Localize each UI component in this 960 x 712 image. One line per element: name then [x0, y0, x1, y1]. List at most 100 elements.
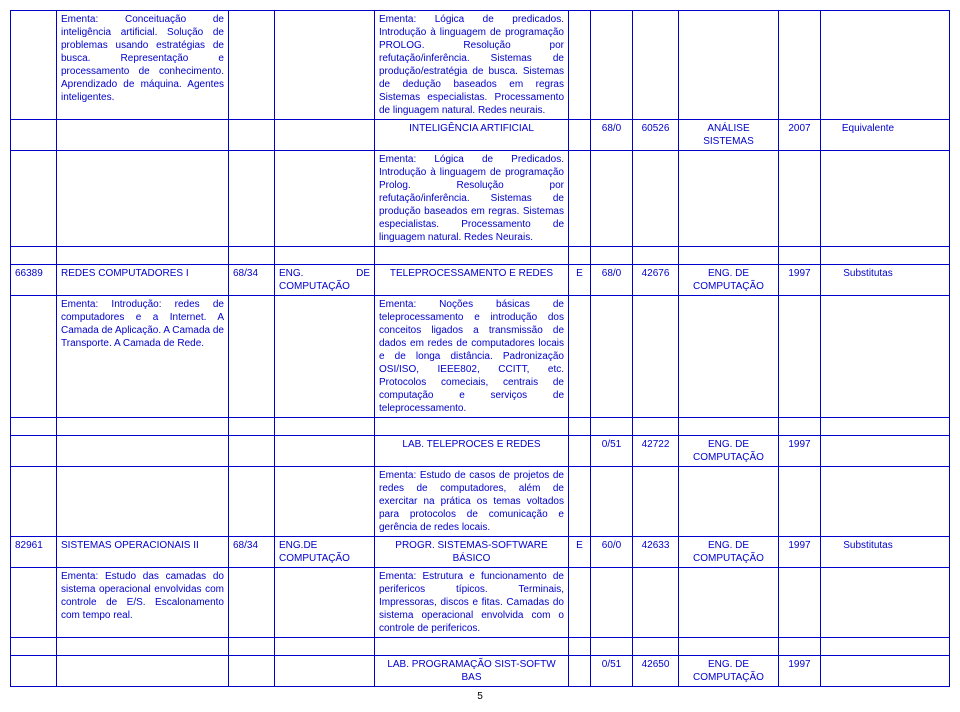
cell: [11, 436, 57, 466]
cell: [569, 151, 591, 246]
cell: ENG.DE COMPUTAÇÃO: [275, 537, 375, 567]
table-row: LAB. PROGRAMAÇÃO SIST-SOFTW BAS0/5142650…: [10, 655, 950, 687]
table-row: INTELIGÊNCIA ARTIFICIAL68/060526ANÁLISE …: [10, 119, 950, 150]
cell: [633, 296, 679, 417]
cell: LAB. PROGRAMAÇÃO SIST-SOFTW BAS: [375, 656, 569, 686]
cell: Ementa: Noções básicas de teleprocessame…: [375, 296, 569, 417]
cell: E: [569, 537, 591, 567]
cell: [679, 568, 779, 637]
cell: Ementa: Lógica de predicados. Introdução…: [375, 11, 569, 119]
cell: [569, 568, 591, 637]
cell: [679, 418, 779, 435]
cell: [229, 11, 275, 119]
table-row: Ementa: Estudo de casos de projetos de r…: [10, 466, 950, 536]
cell: [779, 638, 821, 655]
cell: [11, 568, 57, 637]
cell: [633, 638, 679, 655]
cell: 42722: [633, 436, 679, 466]
cell: [633, 467, 679, 536]
cell: Substitutas: [821, 537, 915, 567]
cell: 1997: [779, 656, 821, 686]
cell: [569, 11, 591, 119]
table-row: [10, 417, 950, 435]
cell: 1997: [779, 537, 821, 567]
cell: [633, 418, 679, 435]
cell: ENG. DE COMPUTAÇÃO: [679, 436, 779, 466]
cell: ENG. DE COMPUTAÇÃO: [679, 537, 779, 567]
table-row: 82961SISTEMAS OPERACIONAIS II68/34ENG.DE…: [10, 536, 950, 567]
cell: [57, 247, 229, 264]
cell: [821, 418, 915, 435]
cell: [591, 296, 633, 417]
cell: Ementa: Estrutura e funcionamento de per…: [375, 568, 569, 637]
cell: [229, 418, 275, 435]
cell: [57, 151, 229, 246]
cell: [569, 418, 591, 435]
cell: 42676: [633, 265, 679, 295]
cell: [633, 247, 679, 264]
cell: 42633: [633, 537, 679, 567]
cell: [57, 436, 229, 466]
cell: [275, 638, 375, 655]
cell: [821, 436, 915, 466]
cell: [229, 656, 275, 686]
cell: [229, 120, 275, 150]
cell: [375, 247, 569, 264]
cell: [569, 467, 591, 536]
cell: [11, 418, 57, 435]
cell: [275, 436, 375, 466]
cell: [229, 247, 275, 264]
cell: [229, 568, 275, 637]
cell: E: [569, 265, 591, 295]
cell: [57, 656, 229, 686]
cell: 68/0: [591, 120, 633, 150]
table-row: Ementa: Lógica de Predicados. Introdução…: [10, 150, 950, 246]
cell: Ementa: Lógica de Predicados. Introdução…: [375, 151, 569, 246]
cell: [11, 11, 57, 119]
cell: INTELIGÊNCIA ARTIFICIAL: [375, 120, 569, 150]
table-row: Ementa: Conceituação de inteligência art…: [10, 10, 950, 119]
table-row: Ementa: Introdução: redes de computadore…: [10, 295, 950, 417]
cell: [275, 568, 375, 637]
cell: [229, 296, 275, 417]
cell: PROGR. SISTEMAS-SOFTWARE BÁSICO: [375, 537, 569, 567]
cell: [779, 247, 821, 264]
cell: [821, 151, 915, 246]
cell: [591, 151, 633, 246]
cell: [779, 296, 821, 417]
cell: 68/0: [591, 265, 633, 295]
cell: 82961: [11, 537, 57, 567]
cell: [679, 247, 779, 264]
cell: 2007: [779, 120, 821, 150]
cell: [569, 638, 591, 655]
cell: [11, 296, 57, 417]
cell: [821, 11, 915, 119]
cell: [779, 467, 821, 536]
cell: [275, 120, 375, 150]
cell: Equivalente: [821, 120, 915, 150]
cell: [591, 247, 633, 264]
cell: [591, 638, 633, 655]
cell: [679, 151, 779, 246]
cell: [11, 151, 57, 246]
cell: [11, 467, 57, 536]
cell: 0/51: [591, 656, 633, 686]
cell: 68/34: [229, 537, 275, 567]
cell: [779, 151, 821, 246]
cell: ENG. DE COMPUTAÇÃO: [679, 656, 779, 686]
cell: [821, 296, 915, 417]
cell: [679, 467, 779, 536]
table-row: 66389REDES COMPUTADORES I68/34ENG. DE CO…: [10, 264, 950, 295]
table-row: LAB. TELEPROCES E REDES0/5142722ENG. DE …: [10, 435, 950, 466]
cell: LAB. TELEPROCES E REDES: [375, 436, 569, 466]
cell: [57, 467, 229, 536]
page-number: 5: [10, 691, 950, 702]
cell: [779, 11, 821, 119]
cell: ANÁLISE SISTEMAS: [679, 120, 779, 150]
cell: [275, 247, 375, 264]
cell: [679, 296, 779, 417]
cell: [11, 247, 57, 264]
table-row: [10, 637, 950, 655]
cell: [679, 11, 779, 119]
cell: [57, 638, 229, 655]
